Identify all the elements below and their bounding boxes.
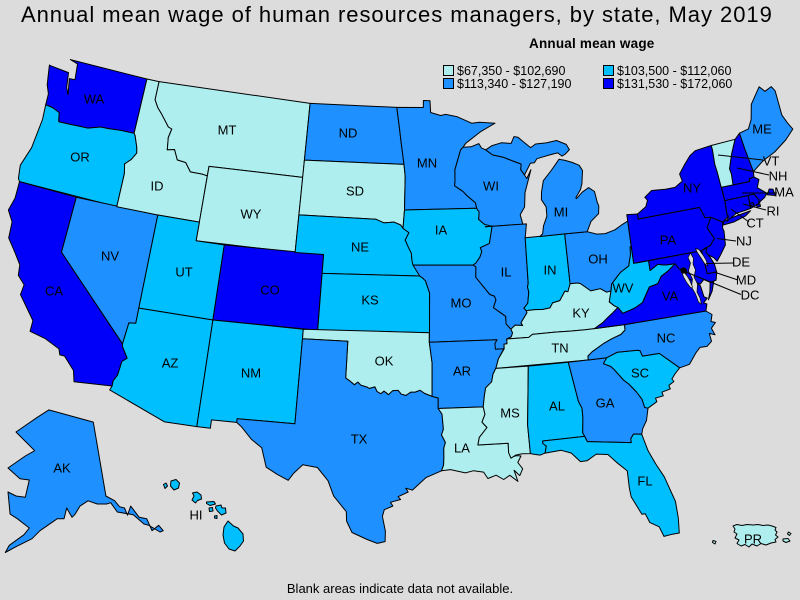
svg-text:SC: SC [631,366,649,381]
svg-text:WI: WI [483,179,499,194]
svg-text:VT: VT [763,154,780,169]
svg-text:VA: VA [662,289,679,304]
svg-text:AR: AR [453,364,471,379]
svg-text:PA: PA [660,233,677,248]
svg-text:MI: MI [554,205,568,220]
svg-text:MO: MO [451,296,472,311]
svg-text:NV: NV [101,249,119,264]
svg-text:DC: DC [741,288,760,303]
svg-text:NY: NY [683,181,701,196]
svg-text:HI: HI [190,508,203,523]
svg-text:AK: AK [53,461,71,476]
svg-text:GA: GA [596,396,615,411]
svg-text:KS: KS [361,293,379,308]
svg-text:NJ: NJ [736,234,752,249]
svg-text:WA: WA [84,92,105,107]
svg-text:NC: NC [657,331,676,346]
svg-text:MN: MN [417,156,437,171]
svg-text:UT: UT [175,265,192,280]
svg-text:MD: MD [736,273,756,288]
svg-text:SD: SD [346,184,364,199]
svg-text:NE: NE [351,240,369,255]
svg-text:NM: NM [241,366,261,381]
svg-text:FL: FL [637,474,652,489]
svg-text:CO: CO [260,283,280,298]
svg-text:MA: MA [774,185,794,200]
svg-text:AZ: AZ [162,356,179,371]
svg-text:OK: OK [375,354,394,369]
svg-text:OH: OH [588,252,608,267]
svg-text:KY: KY [572,306,590,321]
svg-text:RI: RI [767,204,780,219]
svg-text:NH: NH [769,169,788,184]
svg-text:OR: OR [70,150,90,165]
svg-text:IA: IA [435,223,448,238]
svg-text:IL: IL [501,265,512,280]
svg-text:MT: MT [218,123,237,138]
svg-text:CA: CA [45,284,63,299]
svg-text:WY: WY [241,207,262,222]
svg-text:WV: WV [613,281,634,296]
svg-text:IN: IN [544,263,557,278]
svg-text:TX: TX [351,432,368,447]
svg-text:ND: ND [339,126,358,141]
svg-text:LA: LA [454,441,470,456]
svg-text:DE: DE [732,255,750,270]
svg-text:MS: MS [500,406,520,421]
svg-text:CT: CT [746,216,763,231]
svg-text:ME: ME [752,122,772,137]
svg-text:TN: TN [551,341,568,356]
svg-text:PR: PR [744,532,762,547]
svg-text:AL: AL [549,399,565,414]
svg-text:ID: ID [151,179,164,194]
